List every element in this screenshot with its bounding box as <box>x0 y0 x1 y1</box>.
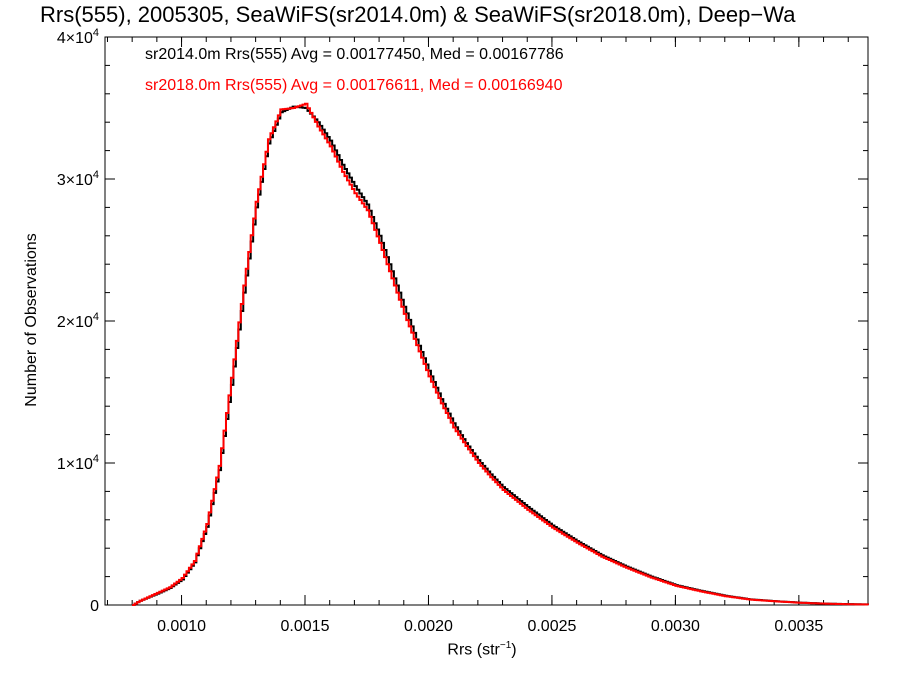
x-axis-label-tail: ) <box>511 641 517 659</box>
y-axis-label: Number of Observations <box>23 233 40 407</box>
legend-entry-sr2014: sr2014.0m Rrs(555) Avg = 0.00177450, Med… <box>145 46 564 63</box>
axis-ticks: 0.0010 0.0015 0.0020 0.0025 0.0030 0.0035 0 1×1… <box>57 27 868 635</box>
y-tick-label: 1×104 <box>57 453 99 473</box>
x-tick-label: 0.0010 <box>157 618 206 635</box>
x-tick-label: 0.0025 <box>527 618 576 635</box>
x-axis-label-main: Rrs (str <box>447 641 500 659</box>
y-tick-label: 0 <box>90 598 99 615</box>
data-series <box>132 102 869 606</box>
x-tick-label: 0.0035 <box>774 618 823 635</box>
x-tick-label: 0.0020 <box>404 618 453 635</box>
chart-title: Rrs(555), 2005305, SeaWiFS(sr2014.0m) & … <box>40 2 796 27</box>
x-axis-label-exponent: −1 <box>499 640 512 651</box>
series-line-1 <box>132 102 869 606</box>
y-tick-label: 4×104 <box>57 27 99 47</box>
series-line-0 <box>132 105 869 606</box>
y-tick-label: 3×104 <box>57 169 99 189</box>
x-tick-label: 0.0030 <box>651 618 700 635</box>
legend-entry-sr2018: sr2018.0m Rrs(555) Avg = 0.00176611, Med… <box>145 77 563 94</box>
x-tick-label: 0.0015 <box>281 618 330 635</box>
x-axis-label: Rrs (str−1) <box>447 640 516 659</box>
axes-frame <box>104 36 869 606</box>
y-tick-label: 2×104 <box>57 311 99 331</box>
